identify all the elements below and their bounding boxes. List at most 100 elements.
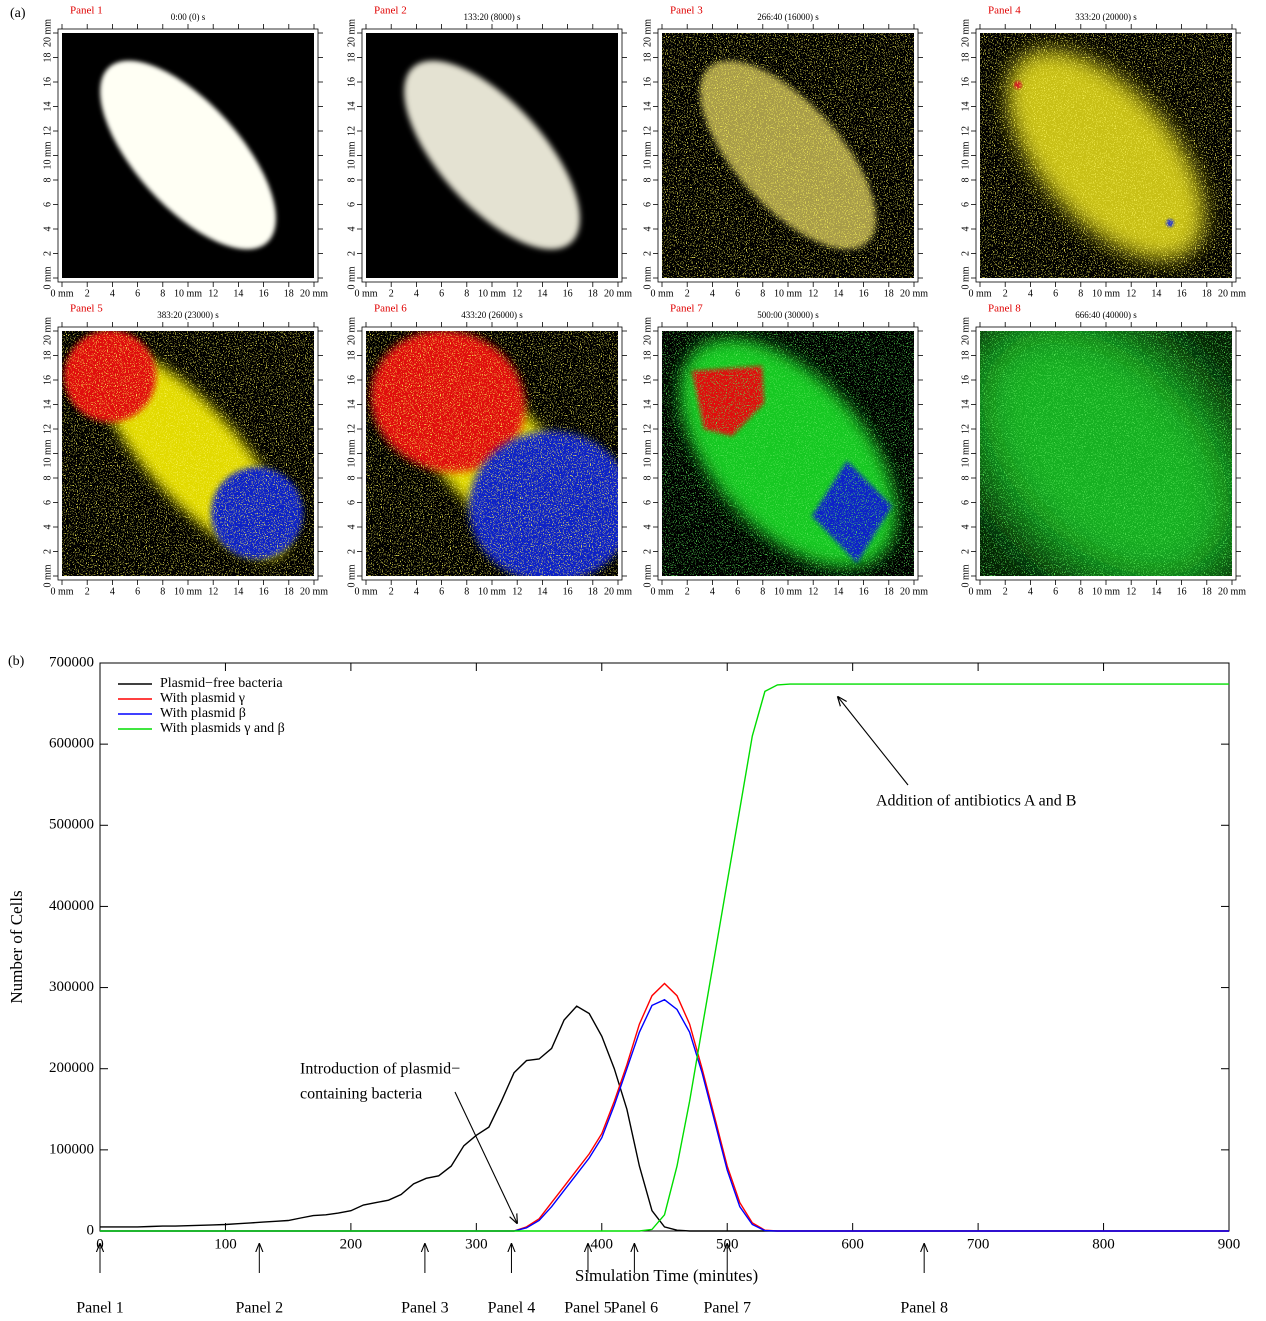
panel-x-tick-label: 8 [160,288,165,299]
panel-x-tick-label: 12 [512,586,522,597]
panel-x-tick-label: 20 mm [604,288,632,299]
panel-x-tick-label: 18 [284,288,294,299]
panel-title: Panel 2 [374,5,407,17]
figure-a-label: (a) [10,6,26,21]
panel-x-tick-label: 2 [85,586,90,597]
panel-x-tick-label: 8 [1078,586,1083,597]
panel-y-tick-label: 6 [42,500,53,505]
panel-x-tick-label: 6 [439,288,444,299]
panel-title: Panel 5 [70,303,103,315]
panel-y-tick-label: 6 [346,202,357,207]
panel-y-tick-label: 20 mm [42,19,53,47]
panel-y-tick-label: 8 [346,476,357,481]
panel-x-tick-label: 14 [1151,288,1161,299]
panel-marker-label: Panel 3 [401,1300,449,1317]
panel-y-tick-label: 10 mm [42,439,53,467]
panel-x-tick-label: 6 [1053,586,1058,597]
panel-x-tick-label: 20 mm [300,586,328,597]
panel-x-tick-label: 4 [1028,288,1033,299]
panel-x-tick-label: 16 [259,586,269,597]
panel-marker-label: Panel 7 [703,1300,751,1317]
panel-y-tick-label: 18 [42,53,53,63]
panel-x-tick-label: 4 [710,288,715,299]
panel-y-tick-label: 12 [346,126,357,136]
colony [100,60,276,250]
panel-x-tick-label: 18 [588,586,598,597]
panel-x-tick-label: 20 mm [900,586,928,597]
panel-x-tick-label: 18 [284,586,294,597]
panel-x-tick-label: 14 [1151,586,1161,597]
panel-y-tick-label: 6 [42,202,53,207]
panel-time: 266:40 (16000) s [757,12,819,22]
panel-x-tick-label: 20 mm [300,288,328,299]
panel-x-tick-label: 8 [464,586,469,597]
panel-time: 433:20 (26000) s [461,310,523,320]
panel-x-tick-label: 0 mm [354,288,377,299]
panel-x-tick-label: 0 mm [968,586,991,597]
panel-x-tick-label: 2 [1003,288,1008,299]
legend-label: With plasmids γ and β [160,721,285,736]
panel-y-tick-label: 14 [642,400,653,410]
y-tick-label: 600000 [49,736,94,752]
panel-y-tick-label: 4 [642,227,653,232]
plot-frame [99,662,1230,1232]
y-tick-label: 300000 [49,979,94,995]
panel-x-tick-label: 10 mm [1092,288,1120,299]
panel-y-tick-label: 2 [642,549,653,554]
panel-x-tick-label: 2 [389,586,394,597]
panel-y-tick-label: 14 [346,102,357,112]
panel-x-tick-label: 18 [1202,288,1212,299]
legend-label: Plasmid−free bacteria [160,676,283,691]
panel-y-tick-label: 2 [960,251,971,256]
panel-y-tick-label: 12 [960,126,971,136]
panel-x-tick-label: 4 [414,288,419,299]
panel-y-tick-label: 14 [42,102,53,112]
panel-x-tick-label: 8 [160,586,165,597]
panel-y-tick-label: 10 mm [346,439,357,467]
panel-y-tick-label: 10 mm [960,141,971,169]
y-tick-label: 400000 [49,898,94,914]
panel-x-tick-label: 0 mm [650,586,673,597]
panel-x-tick-label: 14 [537,586,547,597]
panel-image [366,331,618,576]
speckle [366,331,618,576]
panel-title: Panel 1 [70,5,103,17]
panel-x-tick-label: 16 [259,288,269,299]
x-axis-label: Simulation Time (minutes) [575,1266,758,1285]
annotation-arrow [838,697,909,786]
panel-x-tick-label: 12 [512,288,522,299]
panel-y-tick-label: 14 [346,400,357,410]
figure-b-label: (b) [8,654,25,669]
panel-x-tick-label: 10 mm [774,586,802,597]
panel-x-tick-label: 2 [685,288,690,299]
panel-y-tick-label: 8 [960,178,971,183]
annotation: Addition of antibiotics A and B [876,793,1076,810]
panel-y-tick-label: 20 mm [42,317,53,345]
panel-x-tick-label: 16 [1177,586,1187,597]
panel-x-tick-label: 0 mm [354,586,377,597]
panel-x-tick-label: 12 [208,288,218,299]
panel-y-tick-label: 0 mm [960,266,971,289]
panel-y-tick-label: 2 [42,549,53,554]
panel-x-tick-label: 0 mm [50,586,73,597]
panel-time: 383:20 (23000) s [157,310,219,320]
panel-y-tick-label: 12 [42,424,53,434]
y-tick-label: 700000 [49,654,94,670]
panel-y-tick-label: 18 [642,351,653,361]
panel-y-tick-label: 0 mm [960,564,971,587]
panel-y-tick-label: 0 mm [346,266,357,289]
panel-y-tick-label: 10 mm [346,141,357,169]
x-tick-label: 600 [841,1236,864,1252]
panel-x-tick-label: 16 [859,288,869,299]
panel-x-tick-label: 10 mm [174,586,202,597]
panel-x-tick-label: 12 [1126,288,1136,299]
x-tick-label: 200 [340,1236,363,1252]
panel-y-tick-label: 14 [642,102,653,112]
panel-marker-label: Panel 5 [564,1300,612,1317]
panel-y-tick-label: 18 [960,351,971,361]
panel-y-tick-label: 2 [642,251,653,256]
speckle [662,331,914,576]
panel-x-tick-label: 12 [208,586,218,597]
panel-x-tick-label: 10 mm [1092,586,1120,597]
panel-image [366,33,618,278]
